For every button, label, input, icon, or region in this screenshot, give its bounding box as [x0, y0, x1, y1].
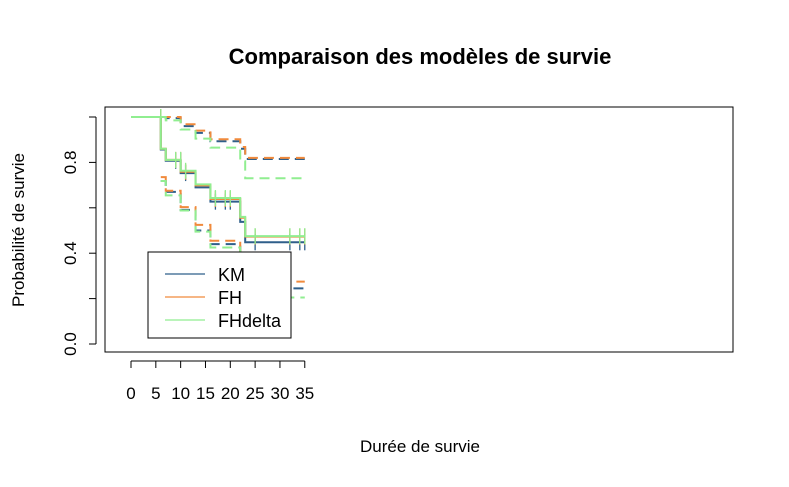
y-axis: 0.0 0.4 0.8 — [61, 116, 97, 356]
x-axis-label: Durée de survie — [360, 437, 480, 456]
fh-upper-ci — [160, 116, 305, 159]
y-tick-label: 0.0 — [61, 332, 80, 356]
plot-frame — [104, 106, 734, 353]
y-axis-label: Probabilité de survie — [9, 153, 28, 307]
plot-area — [104, 106, 734, 353]
km-curve — [131, 116, 305, 244]
x-tick-label: 5 — [151, 384, 160, 403]
y-tick-label: 0.8 — [61, 151, 80, 175]
x-axis: 0 5 10 15 20 25 30 35 — [126, 360, 314, 403]
fhdelta-upper-ci — [160, 116, 305, 180]
fh-curve — [131, 116, 305, 238]
legend-label-fhdelta: FHdelta — [218, 311, 282, 331]
x-tick-label: 25 — [246, 384, 265, 403]
chart-title: Comparaison des modèles de survie — [229, 44, 612, 69]
x-tick-label: 35 — [295, 384, 314, 403]
x-tick-label: 0 — [126, 384, 135, 403]
legend: KM FH FHdelta — [147, 251, 292, 339]
legend-label-fh: FH — [218, 288, 242, 308]
y-tick-label: 0.4 — [61, 241, 80, 265]
fhdelta-curve — [131, 116, 305, 238]
x-tick-label: 15 — [196, 384, 215, 403]
x-tick-label: 10 — [171, 384, 190, 403]
x-tick-label: 20 — [221, 384, 240, 403]
fhdelta-lower-ci — [160, 180, 305, 299]
x-tick-label: 30 — [270, 384, 289, 403]
legend-label-km: KM — [218, 265, 245, 285]
series-fhdelta — [131, 109, 306, 299]
legend-box — [147, 251, 292, 339]
km-upper-ci — [160, 116, 305, 160]
